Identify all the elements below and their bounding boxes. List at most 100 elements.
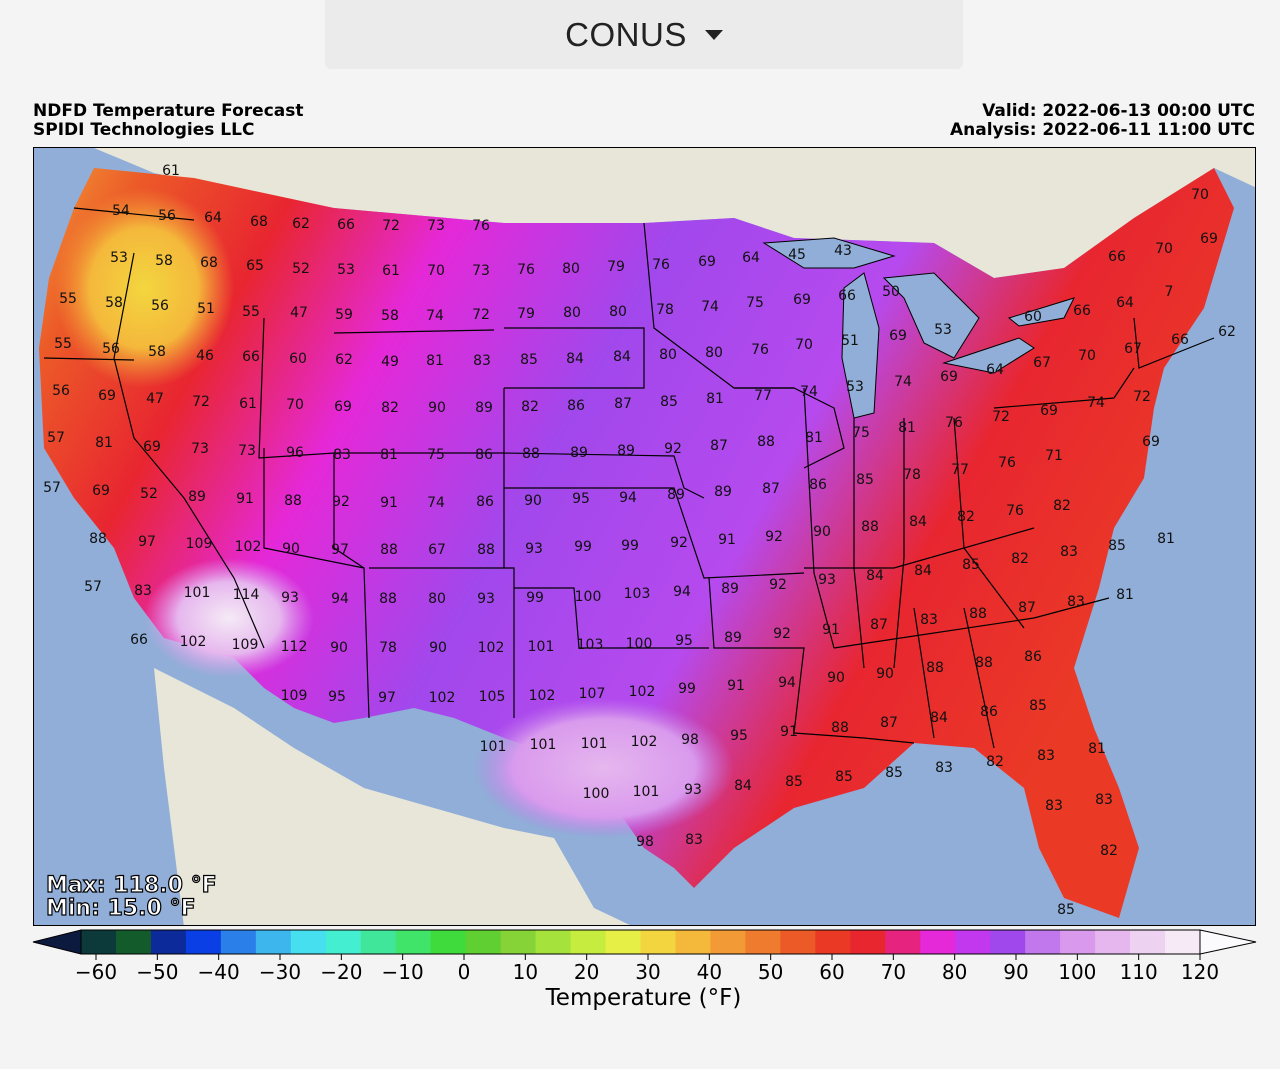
temperature-value-label: 61 <box>239 396 257 412</box>
temperature-value-label: 74 <box>701 299 719 315</box>
temperature-value-label: 87 <box>880 715 898 731</box>
temperature-value-label: 86 <box>567 398 585 414</box>
temperature-value-label: 88 <box>831 720 849 736</box>
temperature-value-label: 72 <box>382 218 400 234</box>
temperature-value-label: 88 <box>380 542 398 558</box>
temperature-value-label: 88 <box>284 493 302 509</box>
temperature-value-label: 102 <box>477 640 505 656</box>
map-title: NDFD Temperature Forecast <box>33 101 304 121</box>
temperature-value-label: 57 <box>43 480 61 496</box>
temperature-value-label: 69 <box>334 399 352 415</box>
colorbar-bin <box>360 930 397 954</box>
colorbar-tick-label: 80 <box>941 960 968 984</box>
temperature-value-label: 85 <box>835 769 853 785</box>
temperature-value-label: 88 <box>757 434 775 450</box>
temperature-value-label: 93 <box>525 541 543 557</box>
temperature-value-label: 66 <box>242 349 260 365</box>
temperature-value-label: 88 <box>975 655 993 671</box>
temperature-value-label: 83 <box>473 353 491 369</box>
temperature-value-label: 81 <box>805 430 823 446</box>
temperature-value-label: 67 <box>428 542 446 558</box>
temperature-value-label: 45 <box>788 247 806 263</box>
temperature-value-label: 74 <box>426 308 444 324</box>
temperature-value-label: 72 <box>1133 389 1151 405</box>
temperature-value-label: 68 <box>200 255 218 271</box>
temperature-value-label: 70 <box>427 263 445 279</box>
temperature-value-label: 61 <box>382 263 400 279</box>
temperature-value-label: 96 <box>286 445 304 461</box>
temperature-value-label: 94 <box>673 584 691 600</box>
temperature-value-label: 101 <box>527 639 555 655</box>
temperature-value-label: 89 <box>721 581 739 597</box>
colorbar-bin <box>81 930 117 954</box>
colorbar-bin <box>640 930 677 954</box>
temperature-value-label: 58 <box>381 308 399 324</box>
region-selector-label: CONUS <box>565 15 687 53</box>
temperature-value-label: 75 <box>427 447 445 463</box>
colorbar-bin <box>430 930 467 954</box>
temperature-value-label: 84 <box>613 349 631 365</box>
temperature-value-label: 60 <box>289 351 307 367</box>
temperature-value-label: 85 <box>785 774 803 790</box>
temperature-value-label: 7 <box>1164 284 1174 300</box>
colorbar-bin <box>710 930 747 954</box>
temperature-value-label: 89 <box>667 487 685 503</box>
temperature-value-label: 66 <box>1108 249 1126 265</box>
temperature-map[interactable]: 61 54 56 64 68 62 66 72 73 76 53 58 68 65 52 53 61 70 73 76… <box>33 147 1256 926</box>
temperature-value-label: 103 <box>576 637 604 653</box>
temperature-value-label: 81 <box>380 447 398 463</box>
temperature-value-label: 92 <box>765 529 783 545</box>
temperature-value-label: 53 <box>110 250 128 266</box>
temperature-value-label: 89 <box>724 630 742 646</box>
canada-land <box>34 148 1255 278</box>
colorbar-bin <box>850 930 886 954</box>
colorbar-bin <box>500 930 537 954</box>
temperature-value-label: 72 <box>192 394 210 410</box>
temperature-value-label: 89 <box>570 445 588 461</box>
temperature-value-label: 81 <box>1088 741 1106 757</box>
colorbar-tick-label: 100 <box>1058 960 1097 984</box>
temperature-value-label: 56 <box>52 383 70 399</box>
temperature-value-label: 89 <box>475 400 493 416</box>
colorbar-bin <box>920 930 956 954</box>
hot-region-southwest <box>144 558 314 678</box>
temperature-value-label: 95 <box>328 689 346 705</box>
colorbar-tick-label: 90 <box>1003 960 1029 984</box>
temperature-value-label: 85 <box>1029 698 1047 714</box>
region-selector[interactable]: CONUS <box>325 0 963 69</box>
temperature-value-label: 101 <box>479 739 507 755</box>
temperature-value-label: 91 <box>780 724 798 740</box>
max-temperature: Max: 118.0 °F <box>45 873 217 898</box>
min-temperature: Min: 15.0 °F <box>45 896 196 921</box>
temperature-value-label: 68 <box>250 214 268 230</box>
temperature-value-label: 69 <box>98 388 116 404</box>
temperature-value-label: 69 <box>889 328 907 344</box>
temperature-value-label: 61 <box>162 163 180 179</box>
temperature-value-label: 83 <box>935 760 953 776</box>
temperature-value-label: 102 <box>179 634 207 650</box>
colorbar-label: Temperature (°F) <box>545 985 742 1011</box>
temperature-value-label: 56 <box>158 208 176 224</box>
colorbar-tick-label: 70 <box>880 960 907 984</box>
temperature-value-label: 54 <box>112 203 130 219</box>
temperature-value-label: 90 <box>282 541 300 557</box>
temperature-value-label: 99 <box>621 538 639 554</box>
hot-region-texas <box>474 698 734 838</box>
colorbar-bin <box>780 930 816 954</box>
temperature-value-label: 91 <box>380 495 398 511</box>
colorbar-tick-label: 40 <box>696 960 723 984</box>
temperature-value-label: 78 <box>903 467 921 483</box>
temperature-value-label: 97 <box>378 690 396 706</box>
colorbar-tick-label: 120 <box>1180 960 1220 984</box>
temperature-value-label: 80 <box>609 304 627 320</box>
temperature-value-label: 82 <box>1100 843 1118 859</box>
colorbar-tick-label: 110 <box>1119 960 1158 984</box>
temperature-value-label: 79 <box>517 306 535 322</box>
temperature-value-label: 82 <box>521 399 539 415</box>
colorbar-tick-label: −50 <box>136 960 179 984</box>
temperature-value-label: 84 <box>866 568 884 584</box>
temperature-value-label: 52 <box>140 486 158 502</box>
temperature-value-label: 103 <box>623 586 651 602</box>
temperature-value-label: 100 <box>625 636 653 652</box>
temperature-value-label: 89 <box>188 489 206 505</box>
